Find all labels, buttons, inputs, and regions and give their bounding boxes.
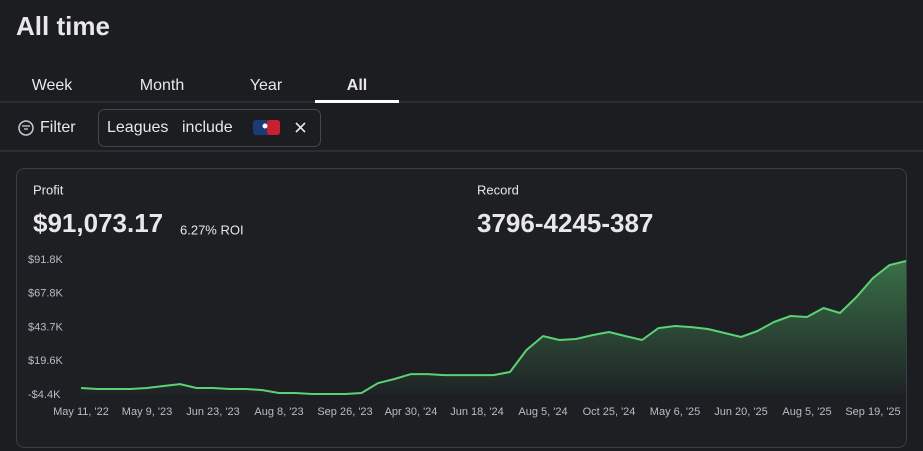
y-tick-label: $19.6K — [28, 355, 64, 367]
line — [80, 260, 907, 395]
chip-border — [98, 109, 321, 147]
page-title: All time — [16, 11, 110, 41]
x-tick-label: Aug 5, '24 — [518, 406, 567, 418]
y-tick-label: -$4.4K — [28, 389, 61, 401]
filter-label: Filter — [40, 119, 76, 136]
filter-icon — [18, 120, 34, 136]
tab-bar: Week Month Year All — [32, 77, 368, 94]
stat-note: 6.27% ROI — [180, 222, 244, 237]
x-tick-label: Jun 20, '25 — [714, 406, 767, 418]
x-tick-label: Sep 26, '23 — [317, 406, 372, 418]
stat-value: $91,073.17 — [33, 208, 163, 238]
tab[interactable]: Year — [250, 77, 283, 94]
x-tick-label: Aug 5, '25 — [782, 406, 831, 418]
x-tick-label: Apr 30, '24 — [385, 406, 438, 418]
area — [81, 261, 906, 395]
league-logo-part — [262, 123, 268, 129]
stat-value: 3796-4245-387 — [477, 208, 653, 238]
filter-button[interactable]: Filter — [18, 119, 76, 136]
x-tick-label: May 6, '25 — [650, 406, 700, 418]
tab[interactable]: All — [347, 77, 367, 94]
x-tick-label: Jun 18, '24 — [450, 406, 503, 418]
tab[interactable]: Week — [32, 77, 74, 94]
chip-operator: include — [182, 119, 233, 136]
x-tick-label: Aug 8, '23 — [254, 406, 303, 418]
tab[interactable]: Month — [140, 77, 184, 94]
x-tick-label: May 9, '23 — [122, 406, 172, 418]
league-logo-part — [267, 120, 280, 135]
y-tick-label: $91.8K — [28, 254, 64, 266]
x-tick-label: May 11, '22 — [53, 406, 109, 418]
x-tick-label: Sep 19, '25 — [845, 406, 900, 418]
x-tick-label: Jun 23, '23 — [186, 406, 239, 418]
chip-remove[interactable] — [295, 122, 306, 133]
stat-label: Profit — [33, 182, 64, 197]
y-tick-label: $43.7K — [28, 321, 64, 333]
chip-field: Leagues — [107, 119, 168, 136]
stat-label: Record — [477, 182, 519, 197]
x-tick-label: Oct 25, '24 — [583, 406, 636, 418]
filter-chip[interactable]: Leagues include — [98, 109, 321, 147]
active-tab-underline — [315, 100, 399, 103]
chart: -$4.4K $19.6K $43.7K $67.8K $91.8K May 11, '2… — [28, 254, 907, 418]
y-tick-label: $67.8K — [28, 288, 64, 300]
